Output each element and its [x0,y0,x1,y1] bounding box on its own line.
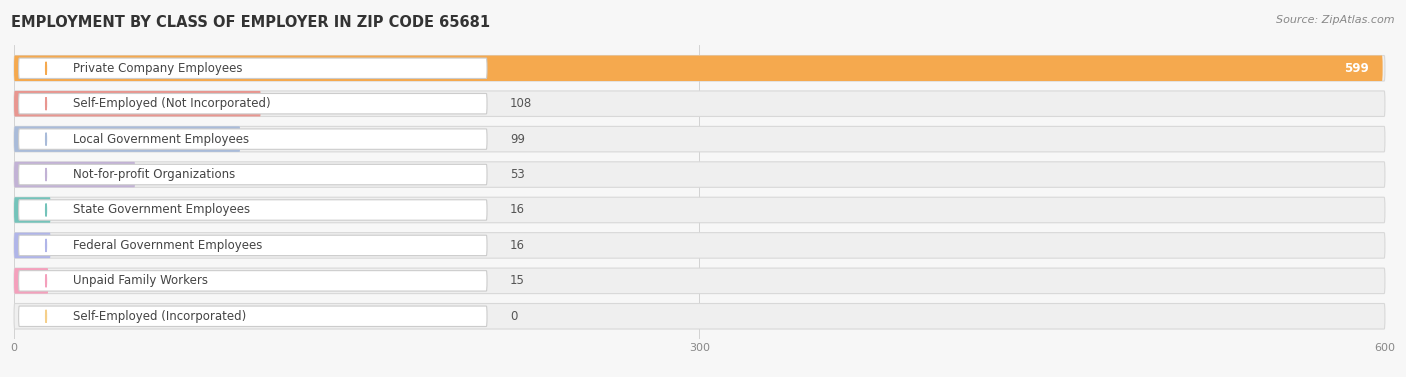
FancyBboxPatch shape [14,197,51,223]
FancyBboxPatch shape [14,91,262,116]
FancyBboxPatch shape [14,233,1385,258]
Text: Federal Government Employees: Federal Government Employees [73,239,263,252]
FancyBboxPatch shape [14,197,1385,223]
FancyBboxPatch shape [18,235,486,256]
Text: Not-for-profit Organizations: Not-for-profit Organizations [73,168,236,181]
Text: 15: 15 [510,274,524,287]
Text: 0: 0 [510,310,517,323]
FancyBboxPatch shape [18,306,486,326]
Text: EMPLOYMENT BY CLASS OF EMPLOYER IN ZIP CODE 65681: EMPLOYMENT BY CLASS OF EMPLOYER IN ZIP C… [11,15,491,30]
FancyBboxPatch shape [14,55,1385,81]
FancyBboxPatch shape [14,303,1385,329]
FancyBboxPatch shape [14,126,240,152]
Text: 16: 16 [510,239,524,252]
FancyBboxPatch shape [18,93,486,114]
Text: State Government Employees: State Government Employees [73,204,250,216]
FancyBboxPatch shape [14,233,51,258]
Text: Source: ZipAtlas.com: Source: ZipAtlas.com [1277,15,1395,25]
Text: 599: 599 [1344,62,1369,75]
FancyBboxPatch shape [18,58,486,78]
FancyBboxPatch shape [18,164,486,185]
FancyBboxPatch shape [18,129,486,149]
FancyBboxPatch shape [14,91,1385,116]
FancyBboxPatch shape [14,162,135,187]
FancyBboxPatch shape [14,55,1382,81]
Text: 53: 53 [510,168,524,181]
Text: 99: 99 [510,133,524,146]
Text: 16: 16 [510,204,524,216]
FancyBboxPatch shape [14,268,1385,294]
Text: Unpaid Family Workers: Unpaid Family Workers [73,274,208,287]
Text: Self-Employed (Not Incorporated): Self-Employed (Not Incorporated) [73,97,271,110]
FancyBboxPatch shape [14,126,1385,152]
Text: Local Government Employees: Local Government Employees [73,133,250,146]
FancyBboxPatch shape [14,268,48,294]
FancyBboxPatch shape [18,200,486,220]
Text: 108: 108 [510,97,531,110]
FancyBboxPatch shape [18,271,486,291]
Text: Private Company Employees: Private Company Employees [73,62,243,75]
Text: Self-Employed (Incorporated): Self-Employed (Incorporated) [73,310,246,323]
FancyBboxPatch shape [14,162,1385,187]
